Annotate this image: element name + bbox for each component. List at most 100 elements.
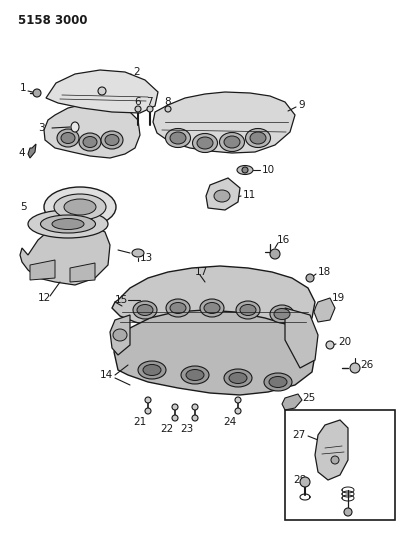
Ellipse shape	[269, 376, 287, 387]
Polygon shape	[20, 222, 110, 285]
Circle shape	[165, 106, 171, 112]
Ellipse shape	[214, 190, 230, 202]
Ellipse shape	[61, 133, 75, 143]
Ellipse shape	[236, 301, 260, 319]
Ellipse shape	[220, 133, 244, 151]
Ellipse shape	[132, 249, 144, 257]
Text: 1: 1	[20, 83, 27, 93]
Text: 14: 14	[100, 370, 113, 380]
Circle shape	[350, 363, 360, 373]
Ellipse shape	[200, 299, 224, 317]
Polygon shape	[206, 178, 240, 210]
Ellipse shape	[137, 304, 153, 316]
Text: 18: 18	[318, 267, 331, 277]
Ellipse shape	[170, 303, 186, 313]
Ellipse shape	[186, 369, 204, 381]
Ellipse shape	[229, 373, 247, 384]
Text: 17: 17	[195, 267, 208, 277]
Polygon shape	[153, 92, 295, 153]
Polygon shape	[112, 266, 315, 340]
Ellipse shape	[224, 136, 240, 148]
Ellipse shape	[250, 132, 266, 144]
Ellipse shape	[224, 369, 252, 387]
Ellipse shape	[166, 299, 190, 317]
Polygon shape	[110, 315, 130, 355]
Text: 4: 4	[18, 148, 24, 158]
Ellipse shape	[240, 304, 256, 316]
Text: 16: 16	[277, 235, 290, 245]
Circle shape	[344, 508, 352, 516]
Ellipse shape	[193, 133, 217, 152]
Ellipse shape	[113, 329, 127, 341]
Text: 27: 27	[292, 430, 305, 440]
Circle shape	[172, 415, 178, 421]
Polygon shape	[314, 298, 335, 322]
Ellipse shape	[28, 210, 108, 238]
Ellipse shape	[133, 301, 157, 319]
Circle shape	[192, 404, 198, 410]
Text: 22: 22	[160, 424, 174, 434]
Ellipse shape	[101, 131, 123, 149]
Circle shape	[33, 89, 41, 97]
Circle shape	[192, 415, 198, 421]
Text: 15: 15	[115, 295, 128, 305]
Ellipse shape	[105, 134, 119, 146]
Text: 25: 25	[302, 393, 315, 403]
Text: 5: 5	[20, 202, 27, 212]
Text: 9: 9	[298, 100, 305, 110]
Ellipse shape	[52, 219, 84, 230]
Text: 12: 12	[38, 293, 51, 303]
Circle shape	[147, 106, 153, 112]
Text: 23: 23	[180, 424, 194, 434]
Ellipse shape	[170, 132, 186, 144]
Polygon shape	[282, 394, 302, 410]
Circle shape	[300, 477, 310, 487]
Text: 3: 3	[38, 123, 44, 133]
Text: 20: 20	[338, 337, 351, 347]
Text: 6: 6	[134, 97, 141, 107]
Polygon shape	[28, 144, 36, 158]
Text: 5158 3000: 5158 3000	[18, 14, 87, 27]
Polygon shape	[315, 420, 348, 480]
Circle shape	[270, 249, 280, 259]
Circle shape	[306, 274, 314, 282]
Ellipse shape	[83, 136, 97, 148]
Polygon shape	[285, 308, 318, 368]
Ellipse shape	[197, 137, 213, 149]
Text: 28: 28	[293, 475, 306, 485]
Ellipse shape	[44, 187, 116, 227]
Text: 24: 24	[223, 417, 237, 427]
Polygon shape	[30, 260, 55, 280]
Ellipse shape	[71, 122, 79, 132]
Ellipse shape	[166, 128, 191, 148]
Circle shape	[326, 341, 334, 349]
Polygon shape	[70, 263, 95, 282]
Ellipse shape	[204, 303, 220, 313]
Circle shape	[331, 456, 339, 464]
Text: 26: 26	[360, 360, 373, 370]
Ellipse shape	[40, 215, 95, 233]
Circle shape	[98, 87, 106, 95]
Text: 13: 13	[140, 253, 153, 263]
Circle shape	[235, 408, 241, 414]
Text: 11: 11	[243, 190, 256, 200]
Circle shape	[242, 167, 248, 173]
Ellipse shape	[264, 373, 292, 391]
Ellipse shape	[138, 361, 166, 379]
Ellipse shape	[274, 309, 290, 319]
Polygon shape	[46, 70, 158, 113]
Text: 2: 2	[133, 67, 140, 77]
Text: 8: 8	[164, 97, 171, 107]
Ellipse shape	[246, 128, 271, 148]
Text: 19: 19	[332, 293, 345, 303]
Circle shape	[235, 397, 241, 403]
Text: 21: 21	[133, 417, 146, 427]
Polygon shape	[114, 310, 315, 395]
Circle shape	[145, 408, 151, 414]
Ellipse shape	[54, 194, 106, 220]
Circle shape	[145, 397, 151, 403]
Text: 10: 10	[262, 165, 275, 175]
Ellipse shape	[64, 199, 96, 215]
Circle shape	[172, 404, 178, 410]
Text: 7: 7	[146, 97, 153, 107]
